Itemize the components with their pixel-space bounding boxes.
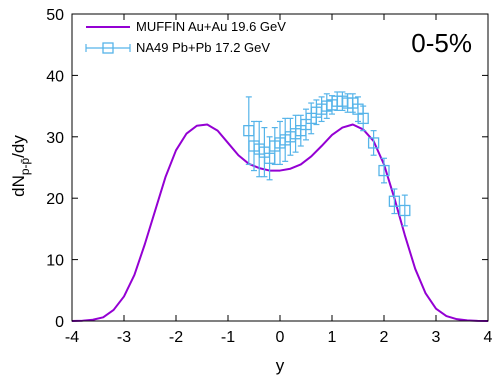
square-marker-26 [399,204,411,217]
square-marker-22 [357,112,369,125]
x-tick-label-0: -4 [65,329,79,346]
x-tick-label-2: -2 [169,329,183,346]
annotation-label: 0-5% [411,28,472,58]
data-point-na49-24 [378,157,390,184]
x-tick-label-5: 1 [328,329,337,346]
legend-label-na49: NA49 Pb+Pb 17.2 GeV [136,40,270,55]
data-point-na49-0 [243,96,255,166]
y-axis-label-subscript: p-p̄ [18,157,32,175]
square-marker-23 [367,137,380,149]
x-tick-label-8: 4 [484,329,493,346]
x-tick-label-6: 2 [380,329,389,346]
y-tick-label-1: 10 [46,253,64,270]
y-tick-label-3: 30 [46,130,64,147]
data-point-na49-26 [399,194,411,227]
y-tick-label-4: 40 [46,68,64,85]
legend: MUFFIN Au+Au 19.6 GeV NA49 Pb+Pb 17.2 Ge… [85,19,286,55]
y-tick-label-2: 20 [46,191,64,208]
x-tick-label-1: -3 [117,329,131,346]
plot-frame [71,13,489,322]
y-axis-label: dNp-p̄/dy [9,135,32,197]
plot-layer [71,91,489,322]
x-tick-label-7: 3 [432,329,441,346]
x-tick-label-4: 0 [276,329,285,346]
square-marker-25 [388,195,401,207]
legend-marker-na49 [102,42,114,54]
square-marker-24 [378,164,390,177]
legend-label-muffin: MUFFIN Au+Au 19.6 GeV [136,19,286,34]
y-tick-label-0: 0 [55,314,64,331]
y-axis-label-tail: /dy [9,135,28,158]
x-axis-label: y [276,356,285,375]
x-tick-label-3: -1 [221,329,235,346]
data-point-na49-23 [367,130,380,156]
data-point-na49-22 [357,105,369,132]
data-point-na49-25 [388,188,401,215]
series-line-muffin [71,123,489,322]
y-tick-label-5: 50 [46,7,64,24]
